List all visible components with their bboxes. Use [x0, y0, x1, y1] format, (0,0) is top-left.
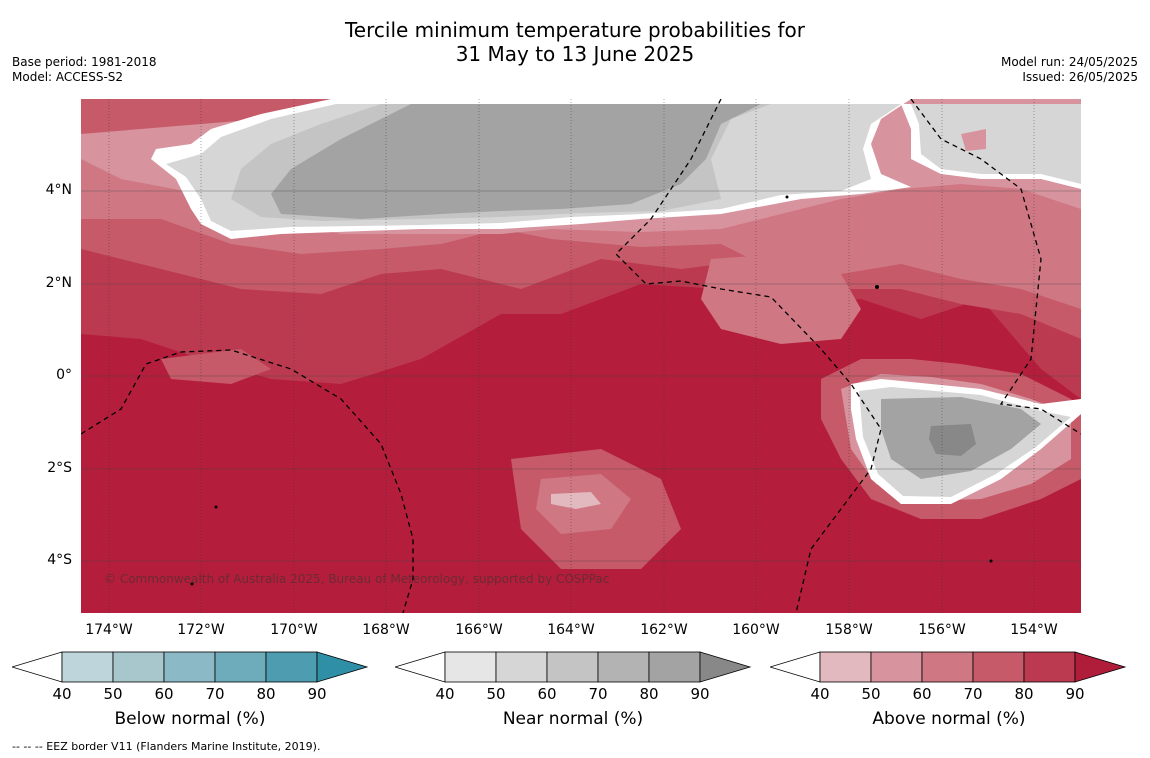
lon-label: 166°W	[455, 622, 503, 638]
lat-label: 2°N	[45, 275, 72, 291]
eez-footnote: -- -- -- EEZ border V11 (Flanders Marine…	[12, 740, 321, 753]
colorbar-tick-label: 70	[205, 685, 225, 703]
colorbar-tick-label: 50	[486, 685, 506, 703]
colorbar-segment	[214, 651, 267, 683]
lon-label: 162°W	[640, 622, 688, 638]
colorbar-tick-label: 60	[537, 685, 557, 703]
colorbar-segment	[972, 651, 1025, 683]
colorbar-high-extension	[1074, 651, 1127, 683]
colorbar-above-normal	[770, 651, 1127, 683]
colorbar-segment	[546, 651, 599, 683]
colorbar-segment	[819, 651, 872, 683]
colorbar-segment	[921, 651, 974, 683]
lon-label: 170°W	[270, 622, 318, 638]
probability-map	[81, 99, 1081, 613]
colorbar-tick-label: 40	[52, 685, 72, 703]
map-title: Tercile minimum temperature probabilitie…	[0, 18, 1150, 66]
lon-label: 164°W	[547, 622, 595, 638]
lat-label: 0°	[56, 367, 72, 383]
colorbar-title-near: Near normal (%)	[502, 709, 644, 729]
colorbar-title-below: Below normal (%)	[114, 709, 266, 729]
base-period: Base period: 1981-2018	[12, 55, 157, 69]
colorbar-tick-label: 40	[435, 685, 455, 703]
run-info: Model run: 24/05/2025 Issued: 26/05/2025	[1001, 55, 1138, 85]
colorbar-low-extension	[395, 651, 446, 683]
title-line-2: 31 May to 13 June 2025	[455, 42, 695, 66]
colorbar-near-normal	[395, 651, 752, 683]
colorbar-segment	[597, 651, 650, 683]
copyright-notice: © Commonwealth of Australia 2025, Bureau…	[104, 572, 610, 586]
lat-label: 4°N	[45, 182, 72, 198]
colorbar-segment	[112, 651, 165, 683]
colorbar-tick-label: 90	[690, 685, 710, 703]
model-name: Model: ACCESS-S2	[12, 70, 124, 84]
model-run: Model run: 24/05/2025	[1000, 55, 1138, 69]
issued-date: Issued: 26/05/2025	[1022, 70, 1138, 84]
colorbar-low-extension	[12, 651, 63, 683]
colorbar-high-extension	[316, 651, 369, 683]
lon-label: 158°W	[825, 622, 873, 638]
lat-label: 2°S	[47, 460, 72, 476]
colorbar-segment	[648, 651, 701, 683]
colorbar-tick-label: 60	[154, 685, 174, 703]
colorbar-tick-label: 80	[256, 685, 276, 703]
colorbar-segment	[1023, 651, 1076, 683]
colorbar-title-above: Above normal (%)	[872, 709, 1026, 729]
lon-label: 160°W	[732, 622, 780, 638]
colorbar-tick-label: 50	[103, 685, 123, 703]
colorbar-tick-label: 90	[307, 685, 327, 703]
colorbar-tick-label: 60	[912, 685, 932, 703]
colorbar-tick-label: 70	[588, 685, 608, 703]
colorbar-segment	[870, 651, 923, 683]
lon-label: 172°W	[177, 622, 225, 638]
lon-label: 168°W	[362, 622, 410, 638]
colorbar-tick-label: 90	[1065, 685, 1085, 703]
colorbar-low-extension	[770, 651, 821, 683]
colorbar-high-extension	[699, 651, 752, 683]
colorbar-segment	[495, 651, 548, 683]
title-line-1: Tercile minimum temperature probabilitie…	[344, 18, 806, 42]
colorbar-tick-label: 70	[963, 685, 983, 703]
colorbar-tick-label: 50	[861, 685, 881, 703]
colorbar-segment	[61, 651, 114, 683]
colorbar-segment	[444, 651, 497, 683]
model-info: Base period: 1981-2018 Model: ACCESS-S2	[12, 55, 157, 85]
colorbar-segment	[265, 651, 318, 683]
colorbar-tick-label: 80	[1014, 685, 1034, 703]
colorbar-tick-label: 80	[639, 685, 659, 703]
lon-label: 156°W	[918, 622, 966, 638]
colorbar-segment	[163, 651, 216, 683]
lat-label: 4°S	[47, 552, 72, 568]
colorbar-tick-label: 40	[810, 685, 830, 703]
lon-label: 174°W	[85, 622, 133, 638]
lon-label: 154°W	[1010, 622, 1058, 638]
colorbar-below-normal	[12, 651, 369, 683]
